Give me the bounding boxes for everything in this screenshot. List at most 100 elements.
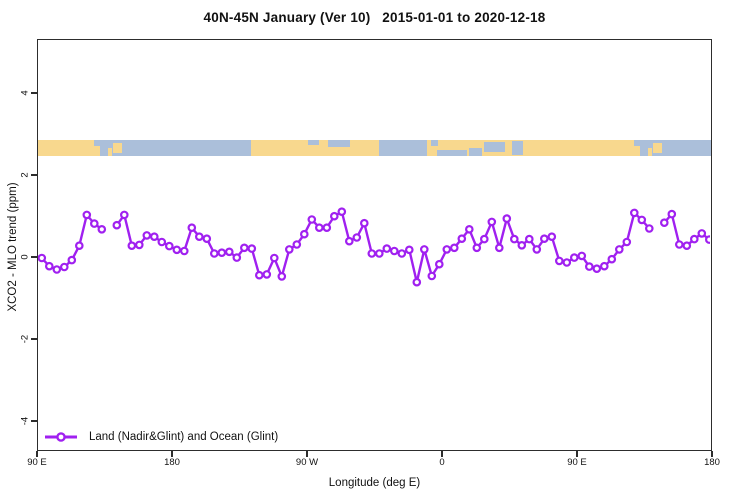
data-point-marker: [659, 218, 669, 228]
data-point-marker: [412, 277, 422, 287]
data-point-marker: [434, 259, 444, 269]
y-tick-label: -2: [19, 334, 31, 344]
data-point-marker: [165, 241, 174, 251]
data-point-marker: [697, 229, 707, 238]
data-point-marker: [404, 245, 414, 255]
data-point-marker: [397, 249, 407, 258]
data-point-marker: [539, 234, 549, 244]
data-point-marker: [240, 243, 249, 253]
data-point-marker: [172, 245, 182, 255]
data-point-marker: [38, 253, 47, 263]
data-point-marker: [180, 246, 189, 256]
data-point-marker: [187, 223, 197, 233]
data-point-marker: [442, 245, 452, 254]
data-point-marker: [262, 270, 272, 279]
data-point-marker: [517, 241, 527, 250]
legend-label: Land (Nadir&Glint) and Ocean (Glint): [89, 431, 279, 443]
data-point-marker: [120, 210, 129, 220]
data-point-marker: [367, 249, 377, 258]
data-point-marker: [614, 245, 624, 254]
x-tick-mark: [171, 451, 173, 457]
inland-water: [483, 141, 505, 152]
data-point-marker: [457, 234, 467, 244]
data-point-marker: [584, 262, 594, 271]
inland-water: [327, 140, 350, 147]
inland-water: [468, 148, 482, 156]
legend: Land (Nadir&Glint) and Ocean (Glint): [43, 430, 278, 444]
data-point-marker: [562, 258, 572, 267]
data-point-marker: [629, 208, 639, 218]
data-point-marker: [374, 249, 384, 258]
legend-line-marker-icon: [45, 432, 77, 442]
data-point-marker: [59, 262, 69, 272]
x-tick-label: 0: [439, 457, 445, 468]
data-point-marker: [637, 215, 647, 225]
data-point-marker: [67, 255, 77, 265]
data-point-marker: [217, 248, 227, 258]
x-axis-title: Longitude (deg E): [328, 477, 421, 489]
data-point-marker: [667, 209, 677, 219]
data-point-marker: [472, 243, 482, 253]
plot-area: Land (Nadir&Glint) and Ocean (Glint): [37, 39, 712, 451]
data-point-marker: [255, 270, 264, 280]
data-point-marker: [427, 271, 437, 281]
data-point-marker: [547, 232, 557, 242]
data-point-marker: [389, 246, 399, 256]
y-tick-label: -4: [19, 416, 31, 426]
data-point-marker: [150, 232, 159, 242]
x-tick-label: 180: [164, 457, 180, 468]
data-point-marker: [344, 236, 354, 246]
x-tick-label: 90 E: [27, 457, 47, 468]
data-series-plot: [38, 207, 710, 287]
data-point-marker: [607, 254, 617, 264]
data-point-marker: [337, 207, 347, 217]
inland-water: [308, 140, 319, 145]
data-point-marker: [705, 235, 710, 244]
x-tick-mark: [441, 451, 443, 457]
data-point-marker: [419, 245, 429, 254]
x-tick-label: 180: [704, 457, 720, 468]
data-point-marker: [202, 234, 212, 244]
data-point-marker: [127, 241, 137, 251]
data-point-marker: [225, 247, 234, 257]
data-point-marker: [135, 240, 144, 250]
data-point-marker: [509, 234, 519, 244]
data-point-marker: [502, 214, 512, 223]
data-point-marker: [97, 225, 107, 234]
data-point-marker: [142, 231, 152, 240]
data-point-marker: [479, 234, 489, 244]
data-point-marker: [554, 256, 564, 266]
inland-water: [94, 140, 100, 146]
data-point-marker: [449, 243, 459, 253]
data-point-marker: [45, 261, 54, 271]
y-tick-mark: [31, 174, 37, 176]
data-point-marker: [382, 244, 392, 253]
data-point-marker: [270, 253, 279, 263]
data-point-marker: [524, 234, 534, 244]
data-point-marker: [329, 211, 339, 221]
data-point-marker: [622, 237, 632, 247]
inland-water: [431, 140, 438, 147]
inland-water: [634, 140, 640, 146]
data-point-marker: [674, 240, 684, 249]
island-speck: [647, 148, 653, 156]
data-point-marker: [52, 265, 62, 274]
data-point-marker: [247, 244, 257, 253]
data-point-marker: [74, 241, 84, 251]
x-tick-mark: [711, 451, 713, 457]
island-speck: [113, 143, 122, 153]
data-point-marker: [314, 223, 324, 233]
x-tick-label: 90 E: [567, 457, 587, 468]
data-point-marker: [464, 225, 474, 234]
data-point-marker: [322, 223, 332, 233]
y-axis-title: XCO2 - MLO trend (ppm): [7, 182, 19, 312]
y-tick-label: 2: [19, 172, 31, 178]
land-segment: [38, 140, 100, 156]
y-tick-mark: [31, 420, 37, 422]
y-tick-label: 4: [19, 90, 31, 96]
data-point-marker: [689, 234, 699, 244]
data-point-marker: [82, 210, 92, 220]
data-point-marker: [299, 229, 309, 239]
y-tick-mark: [31, 338, 37, 340]
